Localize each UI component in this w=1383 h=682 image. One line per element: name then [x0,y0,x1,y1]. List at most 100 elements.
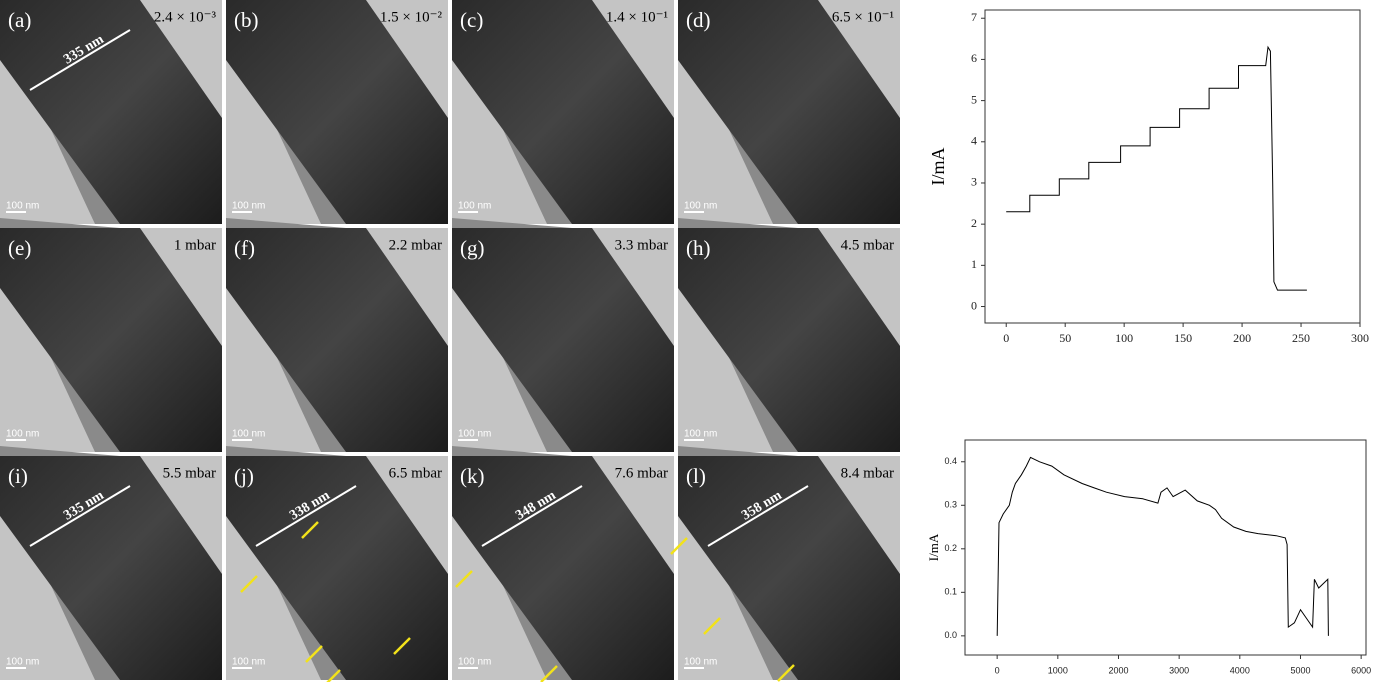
y-tick-label: 3 [971,175,977,189]
x-tick-label: 2000 [1108,665,1128,675]
panel-label: (d) [686,8,711,32]
panel-label: (i) [8,464,28,488]
y-tick-label: 0.2 [944,543,957,553]
scale-bar-label: 100 nm [6,657,39,668]
panel-condition: 1.4 × 10⁻¹ [606,9,668,25]
panel-condition: 8.4 mbar [841,465,894,481]
fiber-core [678,228,900,452]
tem-panel: (e) 1 mbar 100 nm [0,218,222,452]
plot-frame [964,439,1367,656]
fiber-core [452,228,674,452]
x-tick-label: 4000 [1230,665,1250,675]
yellow-arrow [301,521,319,539]
panel-label: (b) [234,8,259,32]
measurement-arrow [255,485,357,547]
y-axis-label: I/mA [928,148,948,186]
panel-label: (h) [686,236,711,260]
x-tick-label: 1000 [1048,665,1068,675]
measurement-arrow [481,485,583,547]
y-tick-label: 0.3 [944,500,957,510]
y-tick-label: 2 [971,216,977,230]
scale-bar-label: 100 nm [232,429,265,440]
panel-label: (g) [460,236,485,260]
fiber-core [678,456,900,680]
x-tick-label: 150 [1174,331,1192,345]
panel-condition: 5.5 mbar [163,465,216,481]
y-tick-label: 7 [971,10,977,24]
scale-bar-label: 100 nm [458,429,491,440]
panel-label: (a) [8,8,31,32]
scale-bar-label: 100 nm [458,201,491,212]
scale-bar-label: 100 nm [232,201,265,212]
y-tick-label: 0.0 [944,630,957,640]
y-axis-label: I/mA [926,533,941,561]
x-tick-label: 300 [1351,331,1369,345]
yellow-arrow [393,637,411,655]
measurement-arrow [29,29,131,91]
y-tick-label: 5 [971,92,977,106]
x-tick-label: 0 [995,665,1000,675]
x-tick-label: 5000 [1290,665,1310,675]
panel-condition: 6.5 × 10⁻¹ [832,9,894,25]
y-tick-label: 0 [971,298,977,312]
yellow-arrow [240,575,258,593]
y-tick-label: 0.4 [944,456,957,466]
tem-panel: (h) 4.5 mbar 100 nm [678,218,900,452]
panel-label: (f) [234,236,255,260]
fiber-core [226,228,448,452]
fiber-core [226,456,448,680]
y-tick-label: 6 [971,51,977,65]
x-tick-label: 200 [1233,331,1251,345]
tem-panel: (b) 1.5 × 10⁻² 100 nm [226,0,448,224]
panel-label: (l) [686,464,706,488]
scale-bar-label: 100 nm [6,429,39,440]
y-tick-label: 0.1 [944,587,957,597]
fiber-core [0,228,222,452]
fiber-core [452,456,674,680]
y-tick-label: 1 [971,257,977,271]
panel-condition: 7.6 mbar [615,465,668,481]
panel-condition: 4.5 mbar [841,237,894,253]
data-line [1006,45,1307,291]
panel-label: (c) [460,8,483,32]
panel-condition: 1.5 × 10⁻² [380,9,443,25]
yellow-arrow [305,645,323,663]
panel-condition: 2.4 × 10⁻³ [154,9,217,25]
yellow-arrow [326,669,341,682]
x-tick-label: 100 [1115,331,1133,345]
x-tick-label: 0 [1003,331,1009,345]
tem-panel: (f) 2.2 mbar 100 nm [226,218,448,452]
x-tick-label: 6000 [1351,665,1371,675]
x-tick-label: 3000 [1169,665,1189,675]
yellow-arrow [703,617,721,635]
fiber-core [678,0,900,224]
measurement-arrow [29,485,131,547]
fiber-core [452,0,674,224]
panel-condition: 2.2 mbar [389,237,442,253]
plot-frame [984,9,1361,324]
fiber-core [0,456,222,680]
yellow-arrow [455,570,473,588]
y-tick-label: 4 [971,134,977,148]
data-line [996,456,1329,636]
scale-bar-label: 100 nm [684,429,717,440]
panel-label: (e) [8,236,31,260]
panel-label: (k) [460,464,485,488]
yellow-arrow [777,664,795,682]
panel-label: (j) [234,464,254,488]
measurement-arrow [707,485,809,547]
scale-bar-label: 100 nm [232,657,265,668]
panel-condition: 1 mbar [174,237,216,253]
x-tick-label: 50 [1059,331,1071,345]
yellow-arrow [670,537,688,555]
x-tick-label: 250 [1292,331,1310,345]
tem-panel: (d) 6.5 × 10⁻¹ 100 nm [678,0,900,224]
fiber-core [226,0,448,224]
